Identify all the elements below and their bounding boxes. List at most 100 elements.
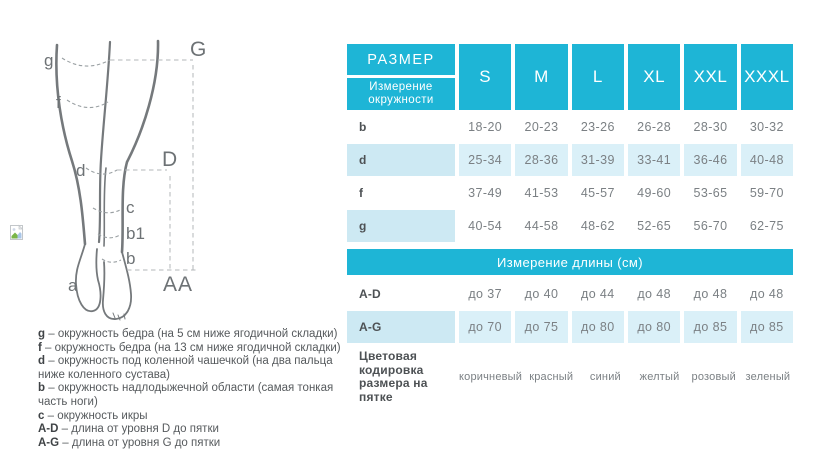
legend-key: f (38, 341, 42, 354)
value-cell: 62-75 (749, 219, 784, 233)
row-label: d (347, 144, 455, 176)
value-cell: до 40 (524, 287, 559, 301)
arc-d (85, 167, 118, 175)
circumference-row-d: d 25-34 28-36 31-39 33-41 36-46 40-48 (347, 144, 793, 176)
value-cell: до 80 (571, 311, 624, 343)
value-cell: 41-53 (524, 186, 559, 200)
legend-item-c: c – окружность икры (38, 409, 148, 422)
legend-item-d: d – окружность под коленной чашечкой (на… (38, 355, 333, 381)
label-D: D (162, 148, 178, 171)
row-label: b (359, 120, 367, 134)
legend-key: A-G (38, 436, 60, 449)
label-b: b (126, 249, 135, 268)
value-cell: 40-48 (740, 144, 793, 176)
measurement-arcs (61, 57, 123, 263)
legend-item-f: f – окружность бедра (на 13 см ниже ягод… (38, 341, 341, 354)
row-label: g (347, 210, 455, 242)
length-row-a-g: A-G до 70 до 75 до 80 до 80 до 85 до 85 (347, 311, 793, 343)
circumference-row-b: b 18-20 20-23 23-26 26-28 28-30 30-32 (347, 111, 793, 143)
value-cell: 18-20 (468, 120, 503, 134)
legend-item-g: g – окружность бедра (на 5 см ниже ягоди… (38, 328, 338, 340)
value-cell: 36-46 (684, 144, 737, 176)
table-header-row: РАЗМЕР Измерение окружности S M L XL XXL XXXL (347, 44, 793, 110)
heel-color-value: коричневый (459, 371, 523, 383)
value-cell: 52-65 (637, 219, 672, 233)
value-cell: до 48 (637, 287, 671, 301)
legend-item-a-d: A-D – длина от уровня D до пятки (38, 423, 219, 436)
value-cell: до 70 (459, 311, 512, 343)
value-cell: до 48 (693, 287, 728, 301)
table-subtitle: Измерение окружности (347, 78, 455, 110)
legend-key: g (38, 328, 46, 340)
value-cell: до 44 (581, 287, 615, 301)
value-cell: до 85 (684, 311, 737, 343)
value-cell: до 85 (740, 311, 793, 343)
heel-color-row: Цветовая кодировка размера на пятке кори… (347, 346, 793, 408)
value-cell: 40-54 (468, 219, 503, 233)
legend-item-a-g: A-G – длина от уровня G до пятки (38, 436, 221, 449)
value-cell: 31-39 (571, 144, 624, 176)
value-cell: до 75 (515, 311, 568, 343)
size-header-xxxl: XXXL (740, 44, 793, 110)
size-header-xxl: XXL (684, 44, 737, 110)
value-cell: 44-58 (524, 219, 559, 233)
value-cell: 56-70 (693, 219, 728, 233)
value-cell: 26-28 (637, 120, 672, 134)
legend-key: b (38, 382, 46, 395)
label-b1: b1 (126, 224, 145, 243)
value-cell: 20-23 (524, 120, 559, 134)
arc-f (66, 99, 109, 109)
guide-lines (110, 59, 197, 271)
value-cell: 53-65 (693, 186, 728, 200)
value-cell: 37-49 (468, 186, 503, 200)
circumference-row-f: f 37-49 41-53 45-57 49-60 53-65 59-70 (347, 177, 793, 209)
label-d: d (76, 161, 85, 180)
heel-color-value: розовый (691, 371, 736, 383)
label-g: g (44, 51, 53, 70)
leg-outline (55, 39, 160, 321)
value-cell: до 48 (750, 287, 784, 301)
label-f: f (56, 93, 61, 112)
value-cell: 23-26 (580, 120, 615, 134)
heel-color-value: зеленый (745, 371, 791, 383)
legend-key: d (38, 355, 46, 368)
arc-b1 (97, 233, 121, 239)
heel-color-row-label: Цветовая кодировка размера на пятке (359, 349, 428, 404)
label-c: c (126, 198, 135, 217)
size-header-m: M (515, 44, 568, 110)
row-label: f (359, 186, 364, 200)
size-header-xl: XL (627, 44, 681, 110)
heel-color-value: синий (589, 371, 621, 383)
table-header-label-cell: РАЗМЕР Измерение окружности (347, 44, 455, 110)
value-cell: 48-62 (580, 219, 615, 233)
arc-b (101, 258, 122, 263)
value-cell: 33-41 (627, 144, 681, 176)
value-cell: 28-30 (693, 120, 728, 134)
table-title: РАЗМЕР (347, 44, 455, 75)
size-header-s: S (459, 44, 512, 110)
value-cell: до 37 (468, 287, 502, 301)
row-label: A-D (359, 287, 381, 301)
legend-key: A-D (38, 423, 59, 436)
label-AA: AA (163, 273, 193, 296)
value-cell: 25-34 (459, 144, 512, 176)
length-row-a-d: A-D до 37 до 40 до 44 до 48 до 48 до 48 (347, 278, 793, 310)
value-cell: 59-70 (749, 186, 784, 200)
value-cell: 49-60 (637, 186, 672, 200)
value-cell: 30-32 (749, 120, 784, 134)
legend-item-b: b – окружность надлодыжечной области (са… (38, 382, 334, 408)
legend-key: c (38, 409, 45, 422)
size-header-l: L (571, 44, 624, 110)
heel-color-value: желтый (639, 371, 680, 383)
value-cell: 45-57 (580, 186, 615, 200)
measurement-legend: g – окружность бедра (на 5 см ниже ягоди… (38, 328, 356, 450)
leg-measurement-diagram: g f d c b1 b a G D AA (44, 38, 206, 321)
row-label: A-G (347, 311, 455, 343)
heel-color-value: красный (529, 371, 574, 383)
arc-c (92, 207, 123, 214)
circumference-row-g: g 40-54 44-58 48-62 52-65 56-70 62-75 (347, 210, 793, 242)
broken-image-icon (8, 224, 26, 242)
size-table: РАЗМЕР Измерение окружности S M L XL XXL XXXL… (347, 44, 793, 408)
value-cell: 28-36 (515, 144, 568, 176)
